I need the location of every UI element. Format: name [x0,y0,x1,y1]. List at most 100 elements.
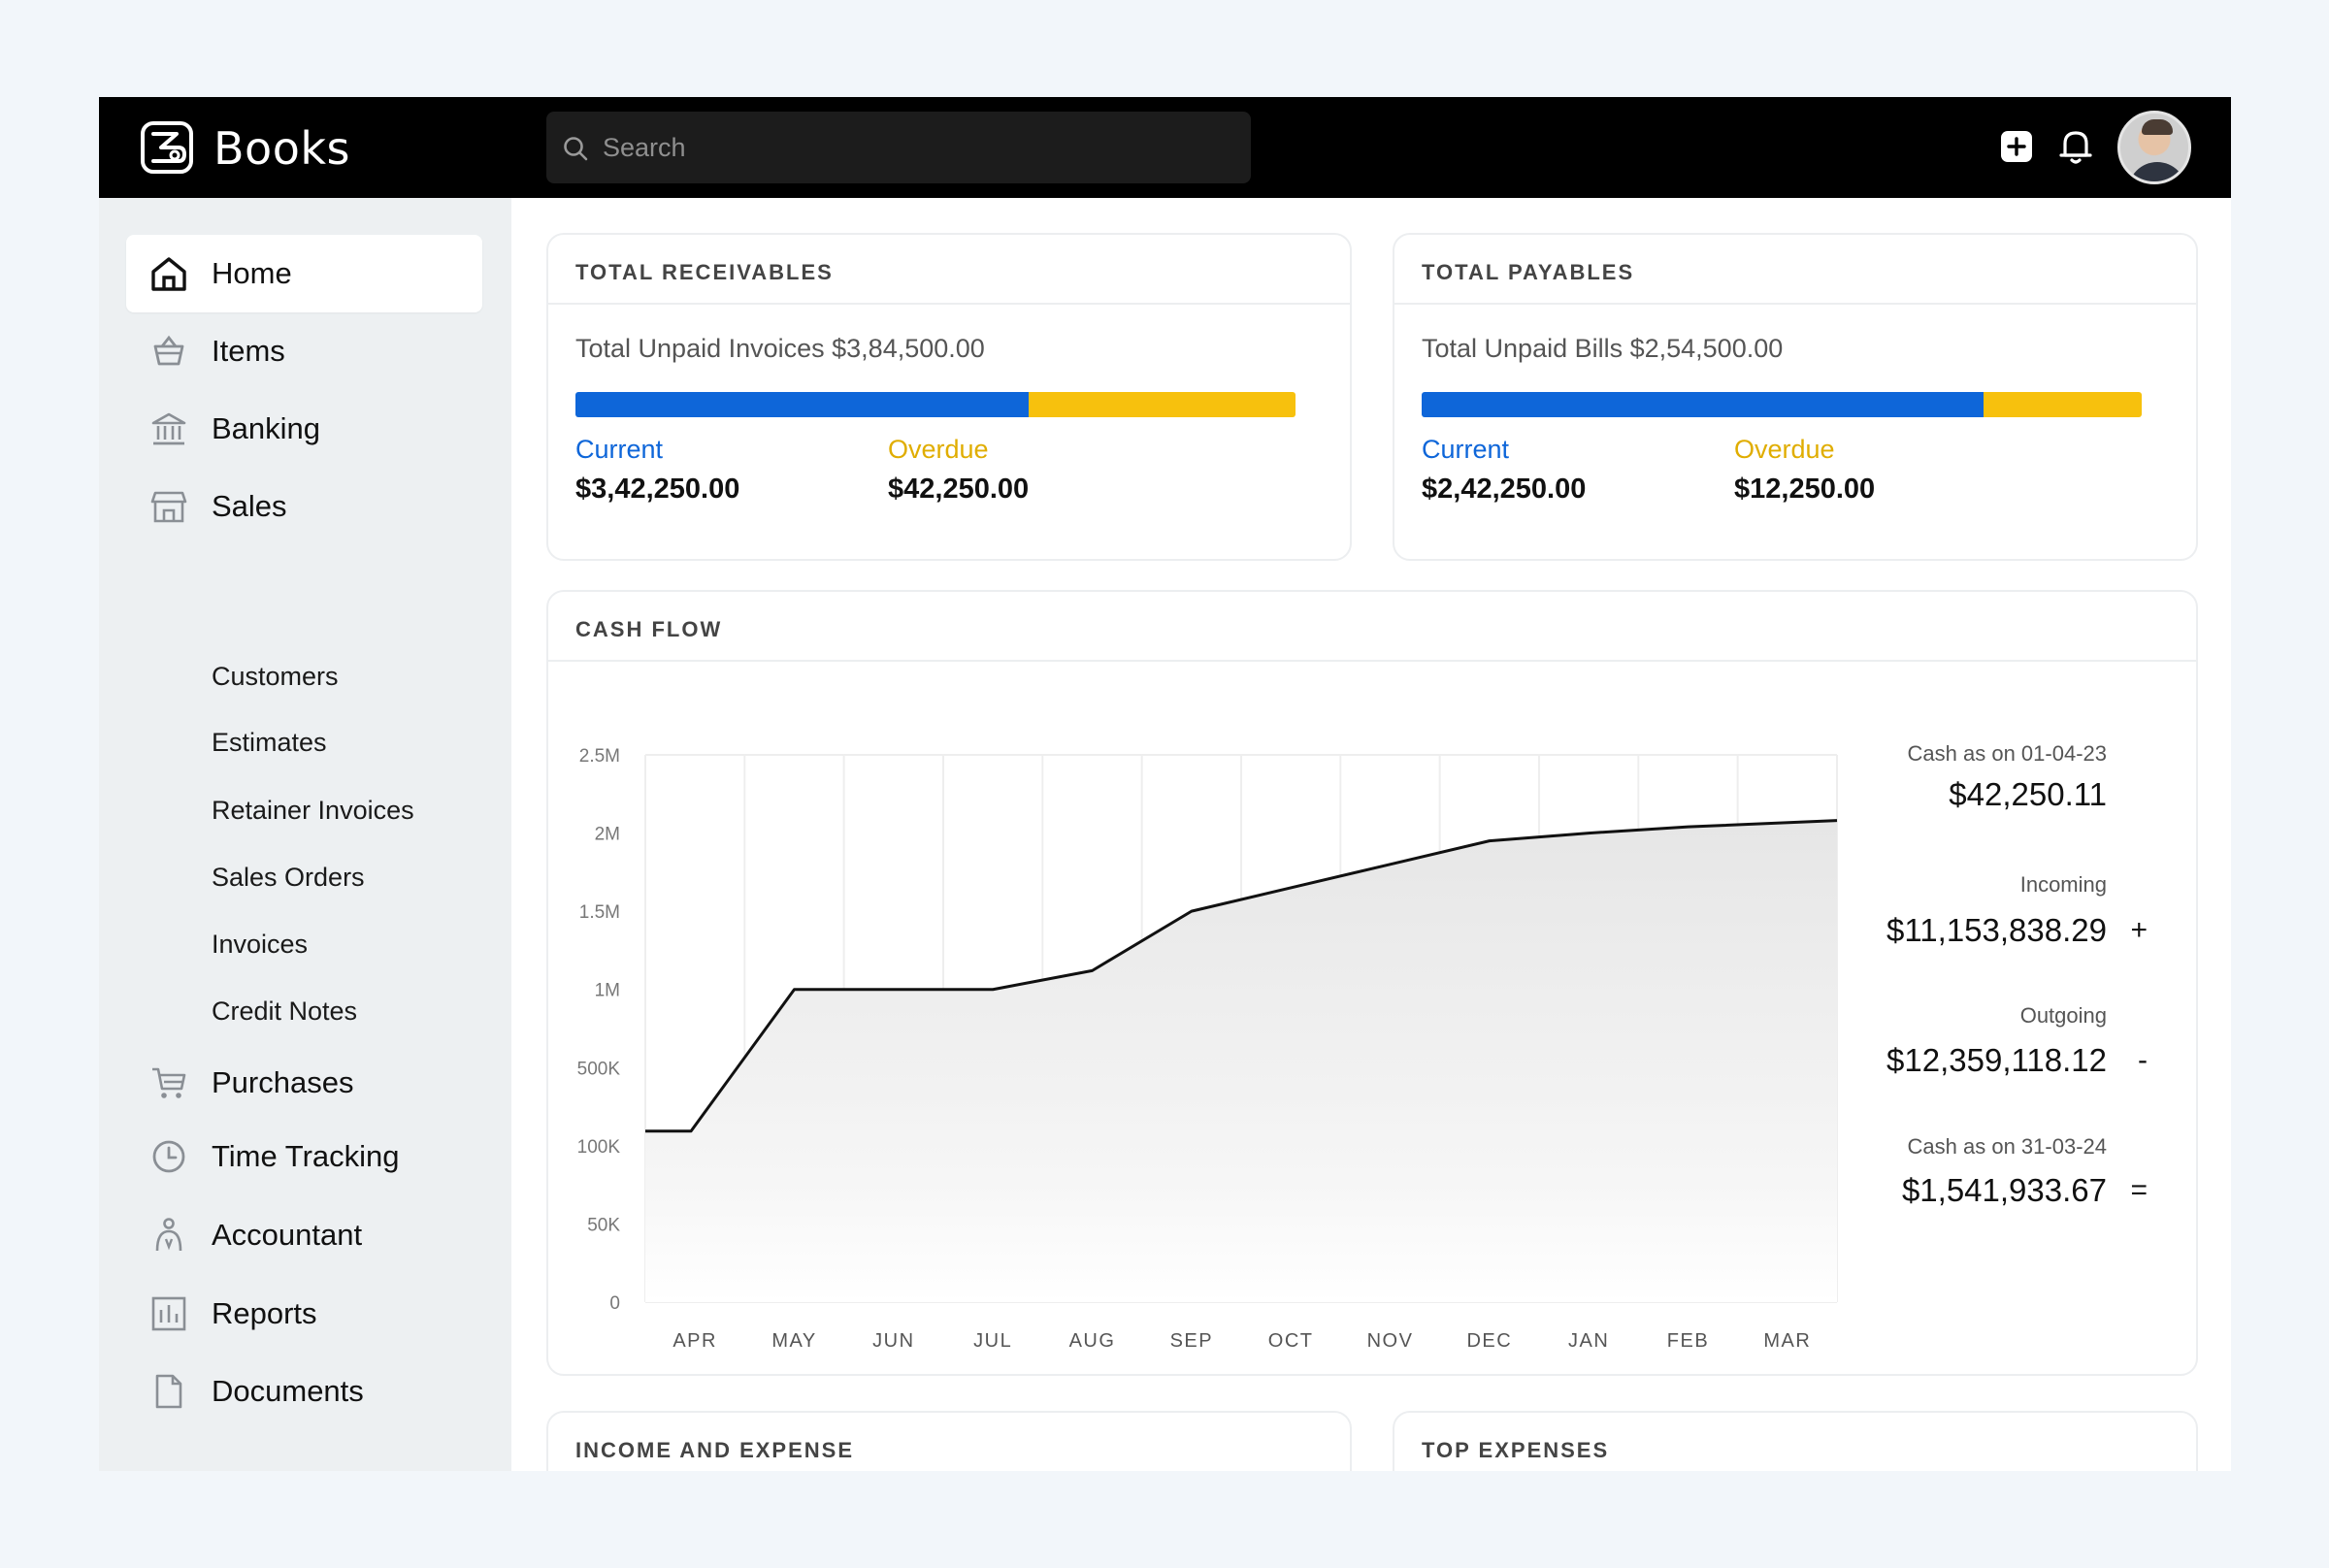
card-header: TOTAL RECEIVABLES [548,235,1350,305]
outgoing-value: $12,359,118.12 [1886,1042,2107,1078]
bell-icon[interactable] [2057,127,2094,166]
books-logo-icon[interactable] [140,120,194,175]
sidebar-item-banking[interactable]: Banking [126,390,482,468]
closing-cash-value: $1,541,933.67 [1901,1172,2107,1208]
opening-cash-label: Cash as on 01-04-23 [1907,741,2107,766]
person-icon [155,1218,182,1252]
overdue-amount: $42,250.00 [888,474,1030,505]
top-bar: Books [99,97,2231,198]
current-segment [575,392,1030,417]
user-avatar[interactable] [2117,111,2191,184]
add-square-icon[interactable] [1999,129,2034,164]
sidebar-item-reports[interactable]: Reports [126,1275,482,1353]
basket-icon [153,335,184,366]
cash-flow-chart: 0 50K 100K 500K 1M 1.5M 2M 2.5M APR MAY JUN JUL AUG S… [577,746,1838,1352]
home-icon [151,257,186,291]
receivables-progress-bar [575,392,1296,417]
card-title: INCOME AND EXPENSE [575,1438,855,1462]
search-bar[interactable] [546,112,1251,183]
minus-operator: - [2138,1044,2148,1076]
incoming-label: Incoming [2019,872,2107,897]
card-title: TOTAL PAYABLES [1422,260,1635,284]
x-tick-label: NOV [1367,1330,1414,1352]
y-tick-label: 1M [595,981,620,1001]
current-label: Current [1422,435,1510,464]
overdue-label: Overdue [1734,435,1835,464]
y-tick-label: 2M [595,825,620,845]
sidebar-item-documents[interactable]: Documents [126,1353,482,1430]
card-title: CASH FLOW [575,617,723,641]
bar-chart-icon [151,1296,186,1331]
overdue-segment [1983,392,2142,417]
income-expense-card: INCOME AND EXPENSE [546,1411,1352,1471]
cart-icon [152,1067,186,1098]
outgoing-label: Outgoing [2019,1003,2107,1028]
x-tick-label: JUN [872,1330,914,1352]
y-tick-label: 2.5M [579,746,620,767]
sidebar-subitem-retainer-invoices[interactable]: Retainer Invoices [212,796,414,825]
sidebar-item-label: Documents [212,1374,364,1408]
x-tick-label: MAR [1763,1330,1811,1352]
sidebar: Home Items Banking [99,198,511,1471]
x-tick-label: OCT [1268,1330,1314,1352]
clock-icon [152,1140,185,1173]
current-segment [1422,392,1984,417]
equals-operator: = [2130,1174,2148,1206]
overdue-segment [1029,392,1296,417]
card-header: TOTAL PAYABLES [1394,235,2196,305]
cash-flow-card: CASH FLOW 0 50K 100K 500K 1M 1.5M 2M 2.5M APR MAY… [546,590,2198,1376]
top-expenses-card: TOP EXPENSES [1393,1411,2198,1471]
sidebar-item-label: Accountant [212,1218,363,1252]
receivables-card: TOTAL RECEIVABLES Total Unpaid Invoices … [546,233,1352,561]
unpaid-bills-total: Total Unpaid Bills $2,54,500.00 [1422,334,1784,363]
overdue-label: Overdue [888,435,989,464]
x-tick-label: MAY [771,1330,816,1352]
sidebar-item-home[interactable]: Home [126,235,482,312]
current-amount: $2,42,250.00 [1422,474,1587,505]
sidebar-item-label: Time Tracking [212,1139,400,1173]
x-tick-label: JUL [973,1330,1012,1352]
y-tick-label: 500K [577,1059,621,1079]
x-tick-label: AUG [1069,1330,1116,1352]
sidebar-item-label: Reports [212,1296,317,1330]
opening-cash-value: $42,250.11 [1949,776,2107,812]
current-amount: $3,42,250.00 [575,474,740,505]
card-header: CASH FLOW [548,592,2196,662]
card-title: TOP EXPENSES [1422,1438,1610,1462]
sidebar-subitem-invoices[interactable]: Invoices [212,930,309,959]
sidebar-item-label: Items [212,334,285,368]
sidebar-item-label: Home [212,256,292,290]
y-tick-label: 50K [587,1215,620,1235]
overdue-amount: $12,250.00 [1734,474,1876,505]
y-tick-label: 0 [609,1293,620,1314]
y-tick-label: 1.5M [579,902,620,923]
unpaid-invoices-total: Total Unpaid Invoices $3,84,500.00 [575,334,985,363]
x-tick-label: APR [672,1330,717,1352]
cash-flow-area [645,820,1837,1302]
sidebar-item-label: Purchases [212,1065,354,1099]
x-tick-label: JAN [1568,1330,1609,1352]
app-window: Books Home [99,97,2231,1471]
sidebar-subitem-credit-notes[interactable]: Credit Notes [212,996,358,1026]
sidebar-subitem-estimates[interactable]: Estimates [212,728,327,757]
card-title: TOTAL RECEIVABLES [575,260,834,284]
x-tick-label: SEP [1170,1330,1214,1352]
sidebar-item-accountant[interactable]: Accountant [126,1196,482,1274]
sidebar-item-items[interactable]: Items [126,312,482,390]
bank-icon [151,412,186,445]
incoming-value: $11,153,838.29 [1886,912,2107,948]
app-title: Books [213,122,350,175]
plus-operator: + [2130,914,2148,946]
search-input[interactable] [603,125,1224,170]
sidebar-subitem-customers[interactable]: Customers [212,662,339,691]
sidebar-item-label: Banking [212,411,321,445]
cash-flow-line [645,819,1838,1133]
store-icon [150,491,187,523]
x-tick-label: FEB [1667,1330,1709,1352]
sidebar-item-time-tracking[interactable]: Time Tracking [126,1118,482,1195]
sidebar-item-purchases[interactable]: Purchases [126,1044,482,1122]
sidebar-item-label: Sales [212,489,287,523]
sidebar-item-sales[interactable]: Sales [126,468,482,545]
sidebar-subitem-sales-orders[interactable]: Sales Orders [212,863,365,892]
y-tick-label: 100K [577,1137,621,1158]
